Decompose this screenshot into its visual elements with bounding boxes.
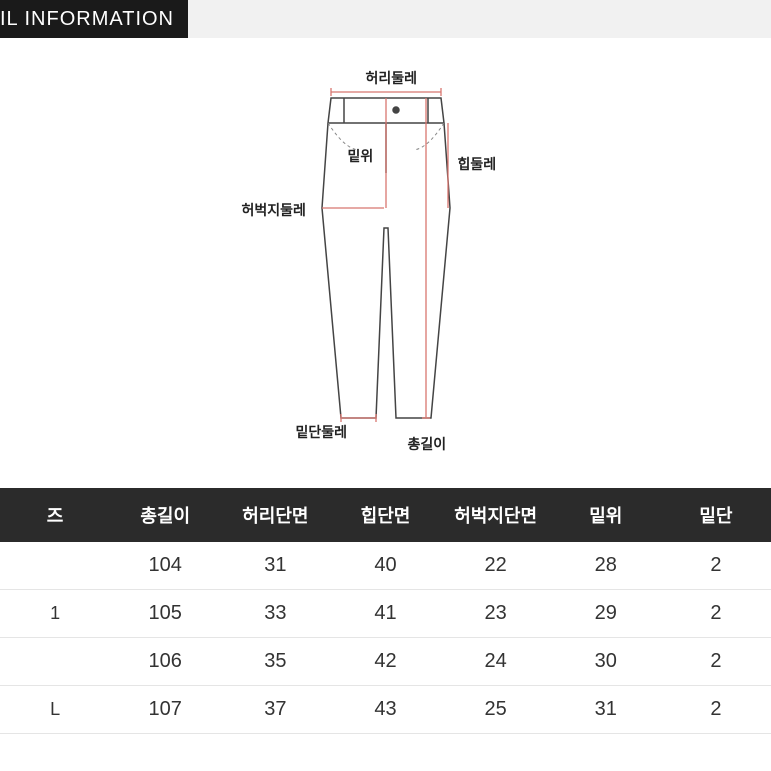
cell: 22: [441, 542, 551, 590]
cell: 37: [220, 686, 330, 734]
col-rise: 밑위: [551, 488, 661, 542]
table-row: 106 35 42 24 30 2: [0, 638, 771, 686]
cell: 104: [110, 542, 220, 590]
cell-size: [0, 542, 110, 590]
cell: 2: [661, 686, 771, 734]
cell: 28: [551, 542, 661, 590]
col-size: 즈: [0, 488, 110, 542]
cell-size: L: [0, 686, 110, 734]
header-title: IL INFORMATION: [0, 0, 188, 38]
label-thigh: 허벅지둘레: [242, 200, 306, 220]
cell-size: 1: [0, 590, 110, 638]
size-table: 즈 총길이 허리단면 힙단면 허벅지단면 밑위 밑단 104 31 40 22 …: [0, 488, 771, 734]
cell: 31: [551, 686, 661, 734]
cell: 106: [110, 638, 220, 686]
cell: 42: [330, 638, 440, 686]
cell: 31: [220, 542, 330, 590]
cell: 2: [661, 590, 771, 638]
label-hip: 힙둘레: [458, 154, 497, 174]
label-rise: 밑위: [348, 146, 374, 166]
cell: 25: [441, 686, 551, 734]
cell: 2: [661, 542, 771, 590]
cell: 33: [220, 590, 330, 638]
table-row: 104 31 40 22 28 2: [0, 542, 771, 590]
label-length: 총길이: [408, 434, 447, 454]
col-waist: 허리단면: [220, 488, 330, 542]
cell: 23: [441, 590, 551, 638]
cell: 29: [551, 590, 661, 638]
label-waist: 허리둘레: [366, 68, 418, 88]
table-row: 1 105 33 41 23 29 2: [0, 590, 771, 638]
cell: 30: [551, 638, 661, 686]
pants-diagram: 허리둘레 밑위 힙둘레 허벅지둘레 밑단둘레 총길이: [226, 68, 546, 458]
cell: 41: [330, 590, 440, 638]
cell: 105: [110, 590, 220, 638]
size-table-container: 즈 총길이 허리단면 힙단면 허벅지단면 밑위 밑단 104 31 40 22 …: [0, 488, 771, 734]
col-hem: 밑단: [661, 488, 771, 542]
cell: 2: [661, 638, 771, 686]
cell: 43: [330, 686, 440, 734]
cell: 35: [220, 638, 330, 686]
col-hip: 힙단면: [330, 488, 440, 542]
header-light-strip: [188, 0, 771, 38]
cell: 24: [441, 638, 551, 686]
cell: 40: [330, 542, 440, 590]
col-length: 총길이: [110, 488, 220, 542]
cell-size: [0, 638, 110, 686]
header-bar: IL INFORMATION: [0, 0, 771, 38]
diagram-container: 허리둘레 밑위 힙둘레 허벅지둘레 밑단둘레 총길이: [0, 68, 771, 458]
label-hem: 밑단둘레: [296, 422, 348, 442]
cell: 107: [110, 686, 220, 734]
col-thigh: 허벅지단면: [441, 488, 551, 542]
table-header-row: 즈 총길이 허리단면 힙단면 허벅지단면 밑위 밑단: [0, 488, 771, 542]
pants-svg: [226, 68, 546, 458]
table-row: L 107 37 43 25 31 2: [0, 686, 771, 734]
